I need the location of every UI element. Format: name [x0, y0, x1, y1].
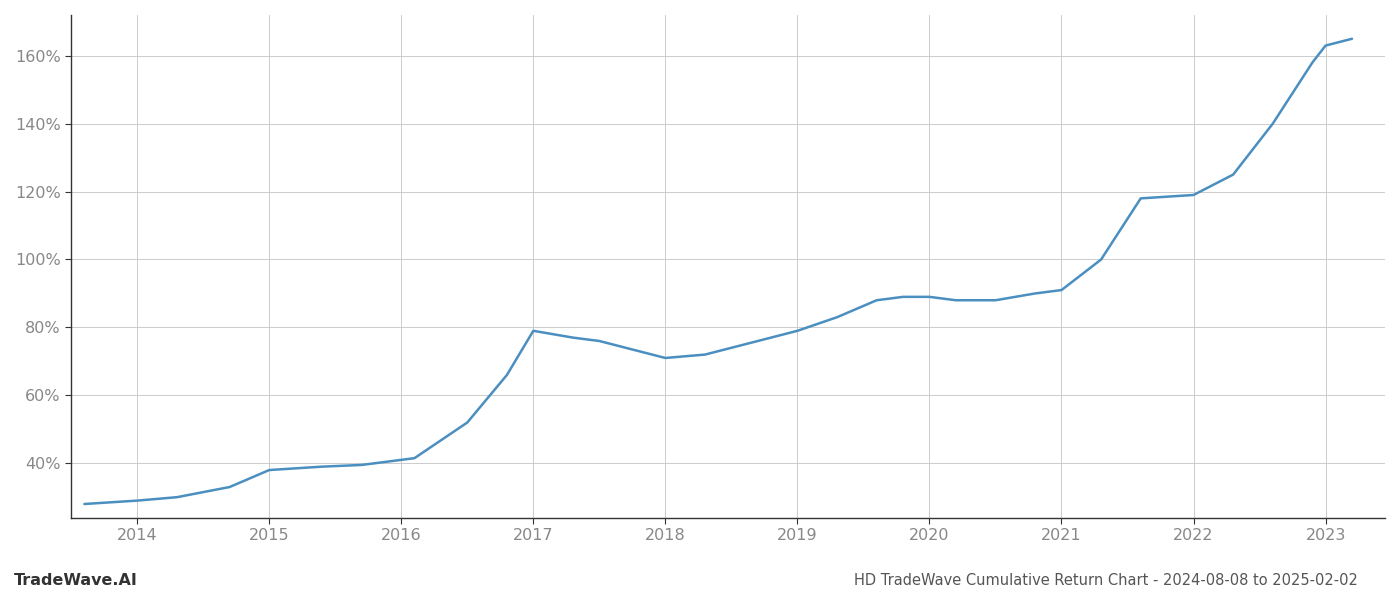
Text: TradeWave.AI: TradeWave.AI [14, 573, 137, 588]
Text: HD TradeWave Cumulative Return Chart - 2024-08-08 to 2025-02-02: HD TradeWave Cumulative Return Chart - 2… [854, 573, 1358, 588]
